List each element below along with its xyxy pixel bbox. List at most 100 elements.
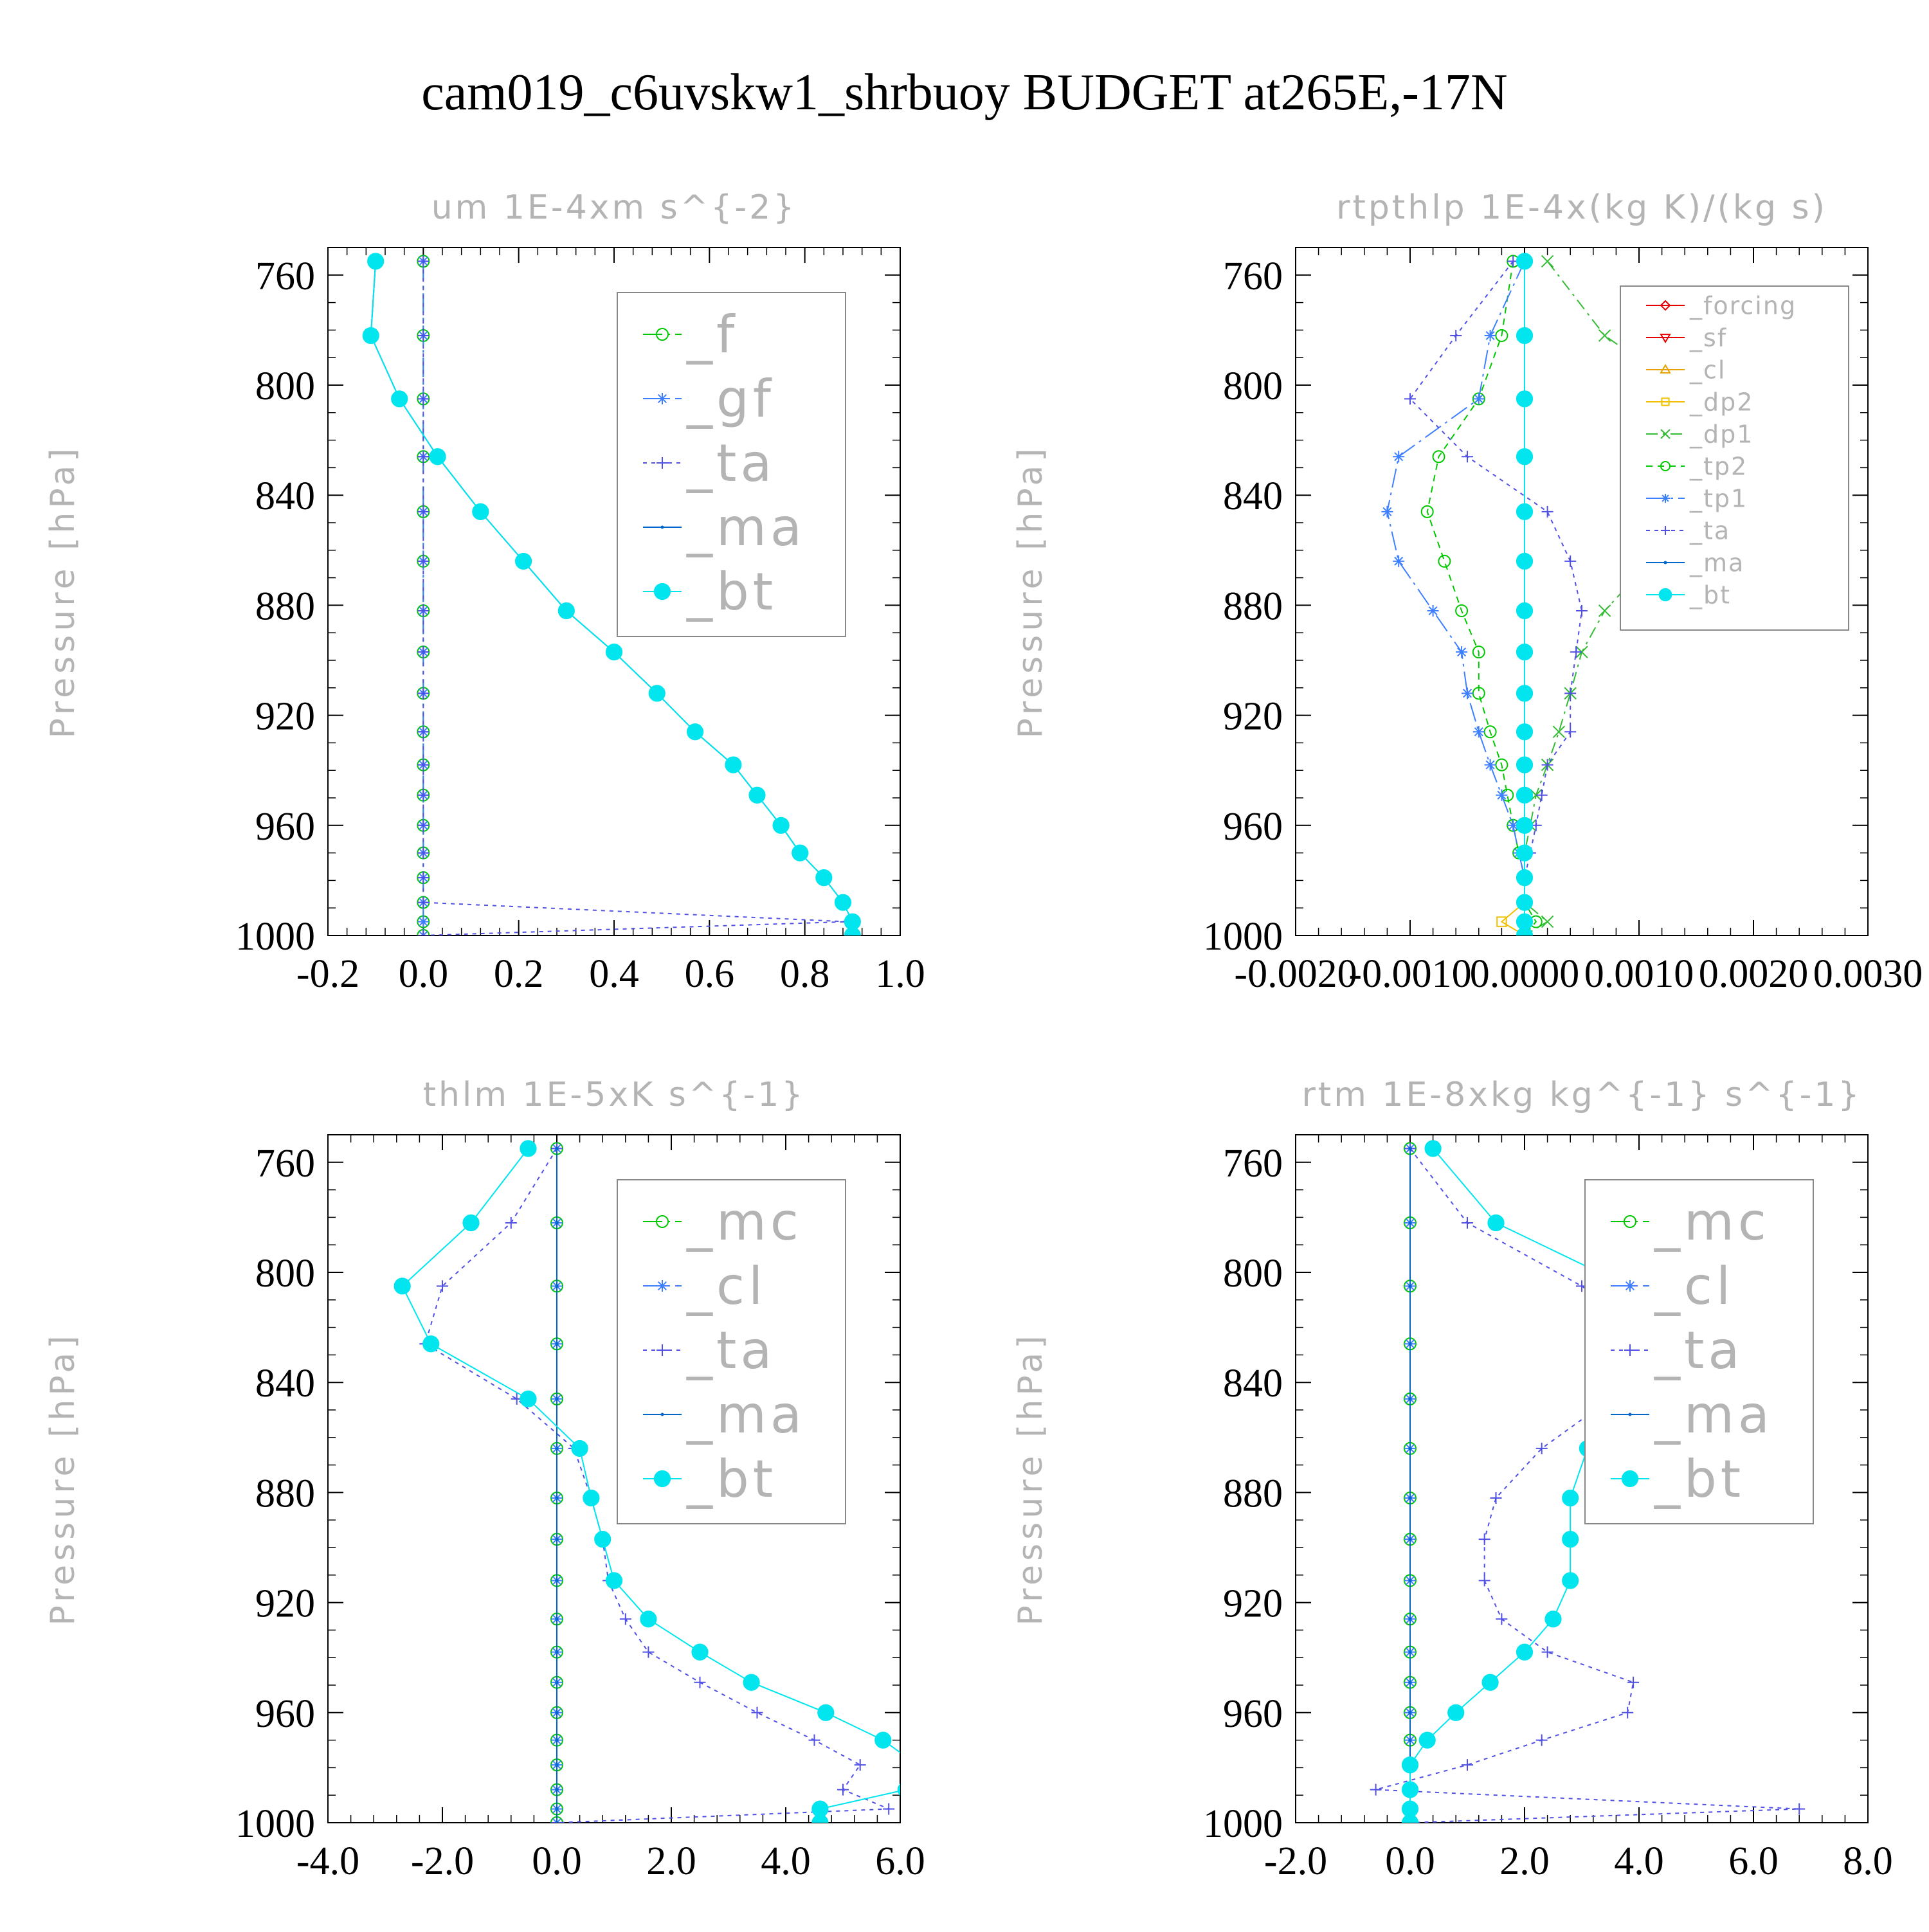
data-point — [1401, 1756, 1419, 1774]
data-point — [1408, 1496, 1412, 1500]
data-point — [642, 1646, 655, 1658]
data-point — [1408, 1447, 1412, 1450]
data-point — [1570, 646, 1582, 658]
data-point — [743, 1674, 760, 1691]
data-point — [417, 896, 430, 908]
x-tick-label: 0.0 — [399, 952, 449, 996]
legend-marker — [1660, 300, 1671, 311]
data-point — [1496, 916, 1507, 927]
y-tick-label: 920 — [255, 695, 315, 739]
data-point — [1370, 1783, 1382, 1796]
y-tick-label: 840 — [255, 474, 315, 518]
data-point — [1432, 450, 1445, 464]
y-axis-label: Pressure [hPa] — [1011, 445, 1050, 739]
data-point — [883, 1803, 895, 1815]
data-point — [417, 819, 430, 831]
data-point — [1535, 1734, 1548, 1746]
data-point — [1562, 1489, 1579, 1507]
figure-title: cam019_c6uvskw1_shrbuoy BUDGET at265E,-1… — [421, 64, 1507, 121]
data-point — [1408, 1537, 1412, 1541]
legend-marker — [1661, 494, 1670, 503]
data-point — [1447, 1704, 1465, 1721]
y-tick-label: 960 — [255, 805, 315, 849]
data-point — [555, 1221, 559, 1225]
data-point — [1401, 1781, 1419, 1798]
data-point — [1562, 1531, 1579, 1548]
y-tick-label: 960 — [255, 1692, 315, 1736]
data-point — [594, 1531, 611, 1548]
data-point — [417, 916, 430, 928]
x-tick-label: -0.0010 — [1348, 952, 1471, 996]
y-tick-label: 840 — [1223, 474, 1283, 518]
data-point — [854, 1759, 866, 1771]
legend-marker — [657, 1280, 668, 1292]
data-point — [417, 646, 430, 658]
data-point — [1420, 505, 1434, 518]
data-point — [725, 756, 742, 773]
data-point — [808, 1734, 820, 1746]
data-point — [367, 253, 385, 270]
data-point — [555, 1738, 559, 1742]
data-point — [417, 393, 430, 405]
data-point — [555, 1146, 559, 1150]
data-point — [1516, 723, 1534, 741]
data-point — [815, 869, 833, 887]
y-tick-label: 960 — [1223, 805, 1283, 849]
data-point — [1393, 555, 1405, 567]
data-point — [1535, 789, 1548, 801]
series-line — [1500, 261, 1525, 935]
data-point — [1450, 329, 1462, 341]
plot-area — [1381, 253, 1771, 935]
data-point — [417, 604, 430, 617]
data-point — [1484, 329, 1496, 341]
data-point — [1516, 390, 1534, 408]
y-tick-label: 760 — [1223, 1142, 1283, 1186]
data-point — [1627, 1676, 1640, 1688]
data-point — [417, 451, 430, 463]
data-point — [555, 1650, 559, 1654]
data-point — [417, 872, 430, 884]
y-tick-label: 880 — [255, 584, 315, 628]
y-axis-label: Pressure [hPa] — [44, 1332, 82, 1626]
data-point — [429, 448, 446, 465]
data-point — [605, 1572, 623, 1589]
data-point — [555, 1342, 559, 1346]
data-point — [1576, 604, 1588, 617]
data-point — [555, 1537, 559, 1541]
y-tick-label: 920 — [255, 1582, 315, 1626]
data-point — [1541, 255, 1554, 268]
legend-label: _dp2 — [1689, 388, 1753, 416]
plot-area — [362, 253, 861, 935]
data-point — [417, 847, 430, 859]
data-point — [772, 817, 790, 834]
data-point — [1516, 503, 1534, 520]
data-point — [422, 1335, 440, 1353]
data-point — [1544, 1611, 1562, 1628]
legend-marker — [1661, 526, 1670, 535]
data-point — [619, 1613, 631, 1625]
data-point — [417, 789, 430, 801]
data-point — [1408, 1342, 1412, 1346]
data-point — [555, 1397, 559, 1401]
data-point — [555, 1617, 559, 1621]
y-tick-label: 880 — [1223, 584, 1283, 628]
legend-label: _ma — [686, 498, 806, 557]
data-point — [1622, 1706, 1634, 1719]
data-point — [1438, 554, 1451, 568]
data-point — [1418, 1731, 1436, 1749]
data-point — [1496, 1613, 1508, 1625]
x-tick-label: 0.0 — [1385, 1839, 1435, 1883]
y-tick-label: 960 — [1223, 1692, 1283, 1736]
data-point — [1598, 604, 1611, 617]
data-point — [686, 723, 704, 741]
series-ta — [1404, 255, 1588, 935]
panels: um 1E-4xm s^{-2} Pressure [hPa] -0.2 0.0 0.2… — [44, 188, 1923, 1883]
data-point — [691, 1643, 709, 1661]
data-point — [555, 1578, 559, 1582]
series-tp2 — [1420, 255, 1543, 935]
legend-label: _ma — [686, 1385, 806, 1445]
legend-marker — [1660, 364, 1671, 374]
x-tick-label: -0.0020 — [1234, 952, 1357, 996]
